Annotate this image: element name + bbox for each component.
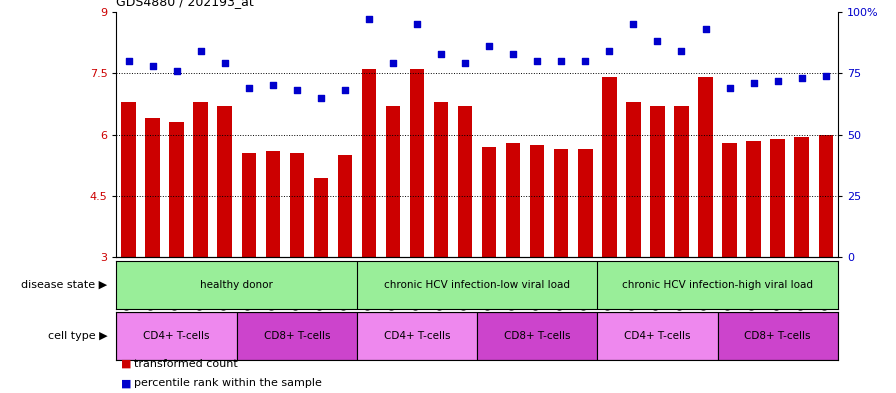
- Point: [795, 75, 809, 81]
- Bar: [116, 312, 237, 360]
- Point: [194, 48, 208, 54]
- Point: [409, 21, 424, 27]
- Bar: [746, 141, 761, 257]
- Bar: [650, 106, 665, 257]
- Bar: [554, 149, 568, 257]
- Bar: [477, 312, 598, 360]
- Bar: [289, 153, 304, 257]
- Point: [265, 82, 280, 88]
- Bar: [675, 106, 689, 257]
- Text: ■: ■: [121, 358, 132, 369]
- Point: [506, 50, 521, 57]
- Bar: [482, 147, 496, 257]
- Text: CD8+ T-cells: CD8+ T-cells: [745, 331, 811, 341]
- Point: [819, 72, 833, 79]
- Point: [578, 58, 592, 64]
- Bar: [626, 102, 641, 257]
- Bar: [819, 135, 833, 257]
- Text: cell type ▶: cell type ▶: [47, 331, 108, 341]
- Bar: [698, 77, 712, 257]
- Point: [314, 95, 328, 101]
- Point: [242, 85, 256, 91]
- Point: [482, 43, 496, 49]
- Point: [650, 38, 665, 44]
- Point: [145, 62, 159, 69]
- Bar: [458, 106, 472, 257]
- Text: transformed count: transformed count: [134, 358, 238, 369]
- Bar: [718, 312, 838, 360]
- Text: GDS4880 / 202193_at: GDS4880 / 202193_at: [116, 0, 254, 8]
- Point: [338, 87, 352, 94]
- Point: [218, 60, 232, 66]
- Text: CD4+ T-cells: CD4+ T-cells: [625, 331, 691, 341]
- Text: chronic HCV infection-low viral load: chronic HCV infection-low viral load: [384, 280, 570, 290]
- Bar: [434, 102, 448, 257]
- Bar: [314, 178, 328, 257]
- Text: CD8+ T-cells: CD8+ T-cells: [263, 331, 330, 341]
- Point: [289, 87, 304, 94]
- Point: [386, 60, 401, 66]
- Bar: [530, 145, 545, 257]
- Bar: [578, 149, 592, 257]
- Bar: [771, 139, 785, 257]
- Bar: [237, 312, 357, 360]
- Point: [675, 48, 689, 54]
- Bar: [169, 122, 184, 257]
- Bar: [362, 69, 376, 257]
- Point: [121, 58, 135, 64]
- Bar: [338, 155, 352, 257]
- Point: [362, 16, 376, 22]
- Bar: [121, 102, 135, 257]
- Text: disease state ▶: disease state ▶: [22, 280, 108, 290]
- Text: percentile rank within the sample: percentile rank within the sample: [134, 378, 323, 388]
- Bar: [506, 143, 521, 257]
- Bar: [602, 77, 616, 257]
- Text: CD4+ T-cells: CD4+ T-cells: [143, 331, 210, 341]
- Text: ■: ■: [121, 378, 132, 388]
- Point: [530, 58, 545, 64]
- Point: [169, 68, 184, 74]
- Bar: [265, 151, 280, 257]
- Text: healthy donor: healthy donor: [200, 280, 273, 290]
- Bar: [598, 312, 718, 360]
- Bar: [218, 106, 232, 257]
- Bar: [795, 137, 809, 257]
- Bar: [409, 69, 424, 257]
- Text: chronic HCV infection-high viral load: chronic HCV infection-high viral load: [622, 280, 813, 290]
- Point: [771, 77, 785, 84]
- Point: [722, 85, 737, 91]
- Bar: [357, 312, 477, 360]
- Point: [746, 80, 761, 86]
- Point: [698, 26, 712, 32]
- Bar: [722, 143, 737, 257]
- Point: [458, 60, 472, 66]
- Point: [554, 58, 568, 64]
- Bar: [194, 102, 208, 257]
- Text: CD8+ T-cells: CD8+ T-cells: [504, 331, 571, 341]
- Bar: [145, 118, 159, 257]
- Bar: [242, 153, 256, 257]
- Bar: [386, 106, 401, 257]
- Point: [434, 50, 448, 57]
- Point: [626, 21, 641, 27]
- Text: CD4+ T-cells: CD4+ T-cells: [383, 331, 451, 341]
- Point: [602, 48, 616, 54]
